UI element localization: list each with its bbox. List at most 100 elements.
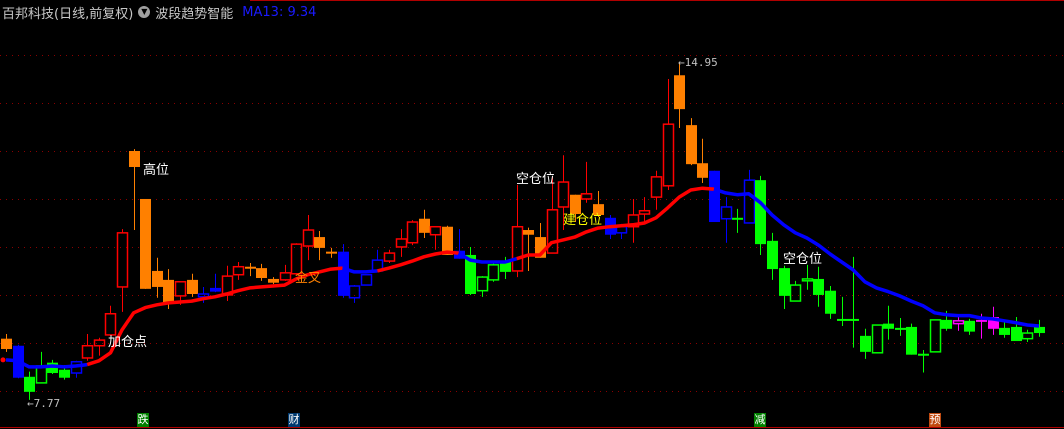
candle[interactable] <box>465 246 476 295</box>
candle[interactable] <box>1021 329 1034 342</box>
candle-body <box>500 262 511 272</box>
event-marker-forecast[interactable]: 预 <box>929 413 941 427</box>
candle-body <box>952 320 965 325</box>
candle[interactable] <box>129 149 140 231</box>
candle[interactable] <box>1 333 12 352</box>
candle[interactable] <box>232 262 245 280</box>
candle[interactable] <box>720 197 733 243</box>
candle[interactable] <box>686 118 697 166</box>
candle[interactable] <box>546 176 559 254</box>
candle[interactable] <box>487 261 500 282</box>
candle[interactable] <box>279 264 292 281</box>
candle[interactable] <box>360 273 373 286</box>
candle[interactable] <box>152 257 163 298</box>
candle[interactable] <box>326 247 337 258</box>
candle[interactable] <box>395 229 408 257</box>
candle[interactable] <box>918 349 929 373</box>
candle[interactable] <box>837 296 848 326</box>
candle[interactable] <box>187 273 198 297</box>
annotation-build-position: 建仓位 <box>563 213 603 228</box>
candle[interactable] <box>755 175 766 255</box>
candle[interactable] <box>801 264 814 290</box>
candle[interactable] <box>593 190 604 217</box>
candle[interactable] <box>813 266 824 307</box>
event-marker-finance[interactable]: 财 <box>288 413 300 427</box>
candle[interactable] <box>638 197 651 223</box>
candle-body <box>871 324 884 354</box>
arrow-left-icon: ← <box>678 56 685 69</box>
candle[interactable] <box>314 230 325 261</box>
candle[interactable] <box>81 333 94 361</box>
candle-body <box>988 317 999 329</box>
candle[interactable] <box>210 273 221 293</box>
candle[interactable] <box>895 317 906 336</box>
candle[interactable] <box>348 285 361 303</box>
chevron-down-circle-icon[interactable]: ▼ <box>138 6 151 18</box>
candle[interactable] <box>779 265 790 310</box>
candle-body <box>232 265 245 276</box>
candle[interactable] <box>697 138 708 183</box>
candle-body <box>662 123 675 187</box>
candle[interactable] <box>871 324 884 354</box>
candle-body <box>570 194 581 215</box>
event-marker-reduce[interactable]: 减 <box>754 413 766 427</box>
candle[interactable] <box>1011 317 1022 342</box>
candle[interactable] <box>419 209 430 239</box>
candle[interactable] <box>511 184 524 278</box>
indicator-name[interactable]: 波段趋势智能 <box>155 6 234 22</box>
candle[interactable] <box>523 227 534 271</box>
candle[interactable] <box>570 194 581 223</box>
candle-body <box>848 318 859 321</box>
candle[interactable] <box>476 276 489 297</box>
candle-body <box>487 264 500 281</box>
candle[interactable] <box>1034 319 1045 337</box>
candle[interactable] <box>860 328 871 359</box>
candle[interactable] <box>429 225 442 250</box>
candle-body <box>419 218 430 233</box>
candle[interactable] <box>825 286 836 319</box>
candle[interactable] <box>650 170 663 210</box>
candle[interactable] <box>302 214 315 261</box>
candle[interactable] <box>140 198 151 289</box>
candle[interactable] <box>557 155 570 231</box>
candle[interactable] <box>906 323 917 355</box>
candle[interactable] <box>116 229 129 312</box>
candle[interactable] <box>338 244 349 298</box>
candle[interactable] <box>709 170 720 223</box>
candle[interactable] <box>743 169 756 224</box>
candle[interactable] <box>732 208 743 233</box>
annotation-high-position: 高位 <box>143 163 170 178</box>
candle[interactable] <box>268 277 279 285</box>
candle[interactable] <box>929 319 942 353</box>
ma13-line-segment <box>457 251 518 264</box>
stock-title[interactable]: 百邦科技(日线,前复权) <box>2 6 134 22</box>
event-marker-fall[interactable]: 跌 <box>137 413 149 427</box>
candle[interactable] <box>93 337 106 356</box>
candle-body <box>24 376 35 392</box>
candle[interactable] <box>371 249 384 272</box>
candle[interactable] <box>383 249 396 263</box>
candle[interactable] <box>70 360 83 378</box>
candle[interactable] <box>789 280 802 302</box>
candle[interactable] <box>104 305 117 336</box>
candle[interactable] <box>256 263 267 281</box>
candle-body <box>883 323 894 329</box>
candle[interactable] <box>662 79 675 191</box>
candle[interactable] <box>674 62 685 128</box>
candle[interactable] <box>883 305 894 340</box>
candle[interactable] <box>24 371 35 400</box>
candle[interactable] <box>627 198 640 243</box>
candle[interactable] <box>406 220 419 246</box>
candle[interactable] <box>964 318 975 335</box>
candle-body <box>116 232 129 288</box>
candle-body <box>638 209 651 215</box>
candle[interactable] <box>580 161 593 203</box>
candle-body <box>47 362 58 374</box>
candle-body <box>476 276 489 292</box>
candle[interactable] <box>442 225 453 255</box>
candle[interactable] <box>767 232 778 280</box>
candle[interactable] <box>290 243 303 275</box>
candle[interactable] <box>245 262 256 277</box>
candle[interactable] <box>999 321 1010 338</box>
